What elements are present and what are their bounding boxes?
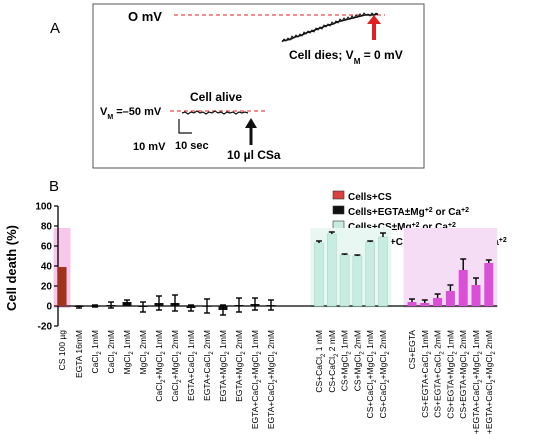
x-tick-label: CS+CaCl2+MgCl2 1mM <box>365 330 378 418</box>
x-tick-label: CS+CaCl2+MgCl2 2mM <box>378 330 391 418</box>
cell-dies-label: Cell dies; VM = 0 mV <box>289 48 403 66</box>
zero-mv-label: O mV <box>128 9 162 24</box>
x-tick-label: CS+EGTA <box>407 330 417 370</box>
red-arrow-icon <box>367 15 381 24</box>
x-tick-label: CS+CaCl2 2 mM <box>327 330 340 393</box>
bar <box>339 254 350 307</box>
bar <box>420 303 430 306</box>
bar <box>458 270 468 306</box>
legend-swatch <box>332 205 345 215</box>
trace-dying-noise <box>281 12 379 43</box>
bars <box>57 233 494 310</box>
x-tick-label: CS+EGTA+CaCl2+MgCl2 1mM <box>471 330 484 434</box>
group-background-mint <box>310 228 392 308</box>
x-tick-label: CS+MgCl2 1mM <box>340 330 353 391</box>
bar <box>378 236 388 307</box>
bar <box>314 242 324 307</box>
x-tick-label: CS+EGTA+CaCl2 2mM <box>433 330 446 418</box>
scale-bar <box>178 119 192 134</box>
bar <box>365 241 375 307</box>
y-tick-label: 80 <box>41 222 53 233</box>
panel-b-label: B <box>49 178 59 195</box>
legend-entry: Cells+CS <box>348 192 392 203</box>
x-tick-label: CaCl2+MgCl2 1mM <box>154 330 167 402</box>
trace-alive <box>181 110 249 115</box>
y-tick-label: 20 <box>41 282 53 293</box>
x-tick-label: CS+CaCl2 1 mM <box>314 330 327 393</box>
x-tick-label: EGTA+CaCl2+MgCl2 1mM <box>250 330 263 429</box>
scale-time-label: 10 sec <box>175 140 209 152</box>
scale-voltage-label: 10 mV <box>133 141 166 153</box>
x-tick-label: EGTA+MgCl2 1mM <box>218 330 231 402</box>
bar <box>471 285 481 306</box>
bar <box>327 233 337 307</box>
bar <box>445 291 455 306</box>
chart-group-backgrounds <box>53 228 498 308</box>
error-bars <box>76 231 492 316</box>
x-tick-label: CS+EGTA+CaCl2 1mM <box>420 330 433 418</box>
x-tick-label: EGTA+CaCl2+MgCl2 2mM <box>266 330 279 429</box>
bar <box>352 255 363 307</box>
x-tick-label: EGTA 16mM <box>74 330 84 378</box>
x-tick-label: EGTA+CaCl2 1mM <box>186 330 199 401</box>
panel-a-frame <box>92 3 425 169</box>
bar <box>407 302 417 306</box>
x-tick-label: CS+MgCl2 2mM <box>352 330 365 391</box>
y-tick-label: 100 <box>35 202 52 213</box>
bar <box>57 267 67 306</box>
bar <box>433 298 443 306</box>
y-tick-label: -20 <box>38 322 53 333</box>
panel-a-label: A <box>50 20 60 37</box>
y-axis-label: Cell death (%) <box>4 225 19 311</box>
x-tick-label: CS+EGTA+MgCl2 1mM <box>445 330 458 419</box>
x-tick-label: CS+EGTA+CaCl2+MgCl2 2mM <box>484 330 497 434</box>
x-tick-label: EGTA+MgCl2 2mM <box>234 330 247 402</box>
x-tick-label: CS 100 µg <box>57 330 67 371</box>
bar <box>484 263 494 306</box>
x-tick-label: MgCl2 1mM <box>122 330 135 374</box>
legend-entry: Cells+CS±Mg+2 or Ca+2 <box>348 222 456 234</box>
x-tick-label: EGTA+CaCl2 2mM <box>202 330 215 401</box>
x-tick-label: CS+EGTA+MgCl2 2mM <box>458 330 471 419</box>
y-tick-label: 0 <box>46 302 52 313</box>
x-tick-label: MgCl2 2mM <box>138 330 151 374</box>
black-arrow-icon <box>245 118 257 128</box>
vm-minus-50-label: VM =–50 mV <box>100 106 162 121</box>
x-tick-label: CaCl2 1mM <box>90 330 103 374</box>
x-tick-label: CaCl2+MgCl2 2mM <box>170 330 183 402</box>
x-tick-label: CaCl2 2mM <box>106 330 119 374</box>
injection-label: 10 µl CSa <box>227 148 281 162</box>
cell-alive-label: Cell alive <box>190 90 242 104</box>
legend-entry: Cells+EGTA±Mg+2 or Ca+2 <box>348 207 469 219</box>
y-tick-label: 40 <box>41 262 53 273</box>
y-tick-label: 60 <box>41 242 53 253</box>
legend-swatch <box>332 220 345 230</box>
legend-swatch <box>332 190 345 200</box>
